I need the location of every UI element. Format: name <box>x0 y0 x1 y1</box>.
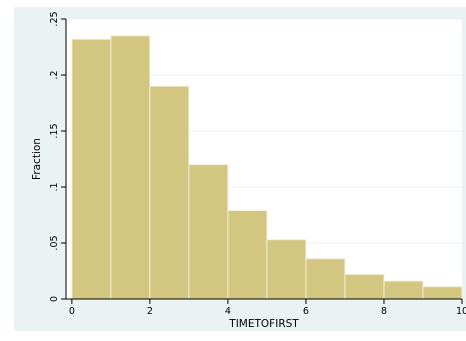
y-axis-ticks: 0 .05 .1 .15 .2 .25 <box>49 11 66 302</box>
x-axis-title: TIMETOFIRST <box>228 318 299 330</box>
histogram-bars <box>71 35 463 300</box>
axes <box>65 19 462 300</box>
histogram-bar <box>305 258 346 300</box>
x-tick-label: 6 <box>303 306 309 317</box>
x-axis-ticks: 0 2 4 6 8 10 <box>69 299 466 317</box>
histogram-bar <box>188 164 229 300</box>
histogram-bar <box>110 35 151 300</box>
histogram-bar <box>422 286 463 300</box>
histogram-bar <box>71 38 112 300</box>
x-tick-label: 2 <box>147 306 153 317</box>
y-tick-label: .2 <box>49 70 60 79</box>
y-axis-title: Fraction <box>31 138 43 180</box>
y-tick-label: 0 <box>49 296 60 302</box>
y-tick-label: .15 <box>49 123 60 138</box>
y-tick-label: .05 <box>49 235 60 250</box>
x-tick-label: 4 <box>225 306 231 317</box>
histogram-bar <box>266 239 307 300</box>
x-tick-label: 8 <box>381 306 387 317</box>
histogram-bar <box>383 280 424 300</box>
histogram-bar <box>227 210 268 300</box>
x-tick-label: 10 <box>456 306 466 317</box>
histogram-bar <box>344 273 385 300</box>
x-tick-label: 0 <box>69 306 75 317</box>
y-tick-label: .25 <box>49 11 60 26</box>
y-tick-label: .1 <box>49 182 60 191</box>
histogram-bar <box>149 85 190 300</box>
